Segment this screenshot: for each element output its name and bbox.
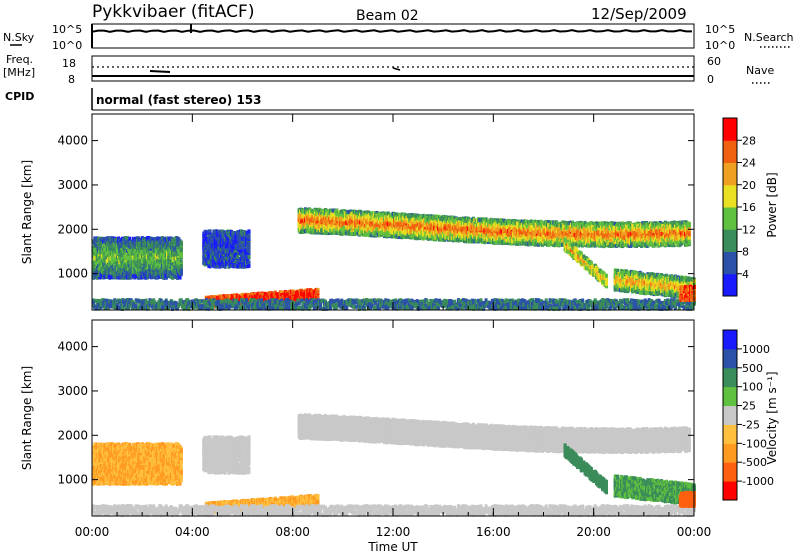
freq-blip-1 <box>150 71 170 72</box>
cpid-label: CPID <box>5 90 34 103</box>
station-title: Pykkvibaer (fitACF) <box>92 2 254 22</box>
nsky-strip-frame <box>92 24 694 48</box>
freq-strip: Freq. [MHz] 18 8 60 0 Nave <box>3 53 774 86</box>
nsky-label: N.Sky <box>3 31 35 44</box>
nsky-strip: N.Sky 10^5 10^0 10^5 10^0 N.Search <box>3 23 794 52</box>
cpid-strip: CPID normal (fast stereo) 153 <box>5 88 694 110</box>
nsky-tick-top: 10^5 <box>52 23 82 36</box>
freq-tick-bottom: 8 <box>68 73 75 86</box>
nave-tick-bottom: 0 <box>707 73 714 86</box>
beam-title: Beam 02 <box>356 8 419 24</box>
nsearch-tick-bottom: 10^0 <box>705 39 735 52</box>
nsearch-label: N.Search <box>744 31 794 44</box>
freq-unit: [MHz] <box>3 66 35 79</box>
freq-blip-2 <box>393 68 400 70</box>
freq-label: Freq. <box>6 53 33 66</box>
freq-tick-top: 18 <box>62 57 76 70</box>
nave-tick-top: 60 <box>707 55 721 68</box>
nsky-trace <box>92 30 692 32</box>
power-heatmap <box>92 207 696 311</box>
cpid-text: normal (fast stereo) 153 <box>96 93 262 107</box>
nsearch-tick-top: 10^5 <box>705 23 735 36</box>
nsky-tick-bottom: 10^0 <box>52 39 82 52</box>
date-title: 12/Sep/2009 <box>591 5 687 23</box>
nave-label: Nave <box>746 64 774 77</box>
